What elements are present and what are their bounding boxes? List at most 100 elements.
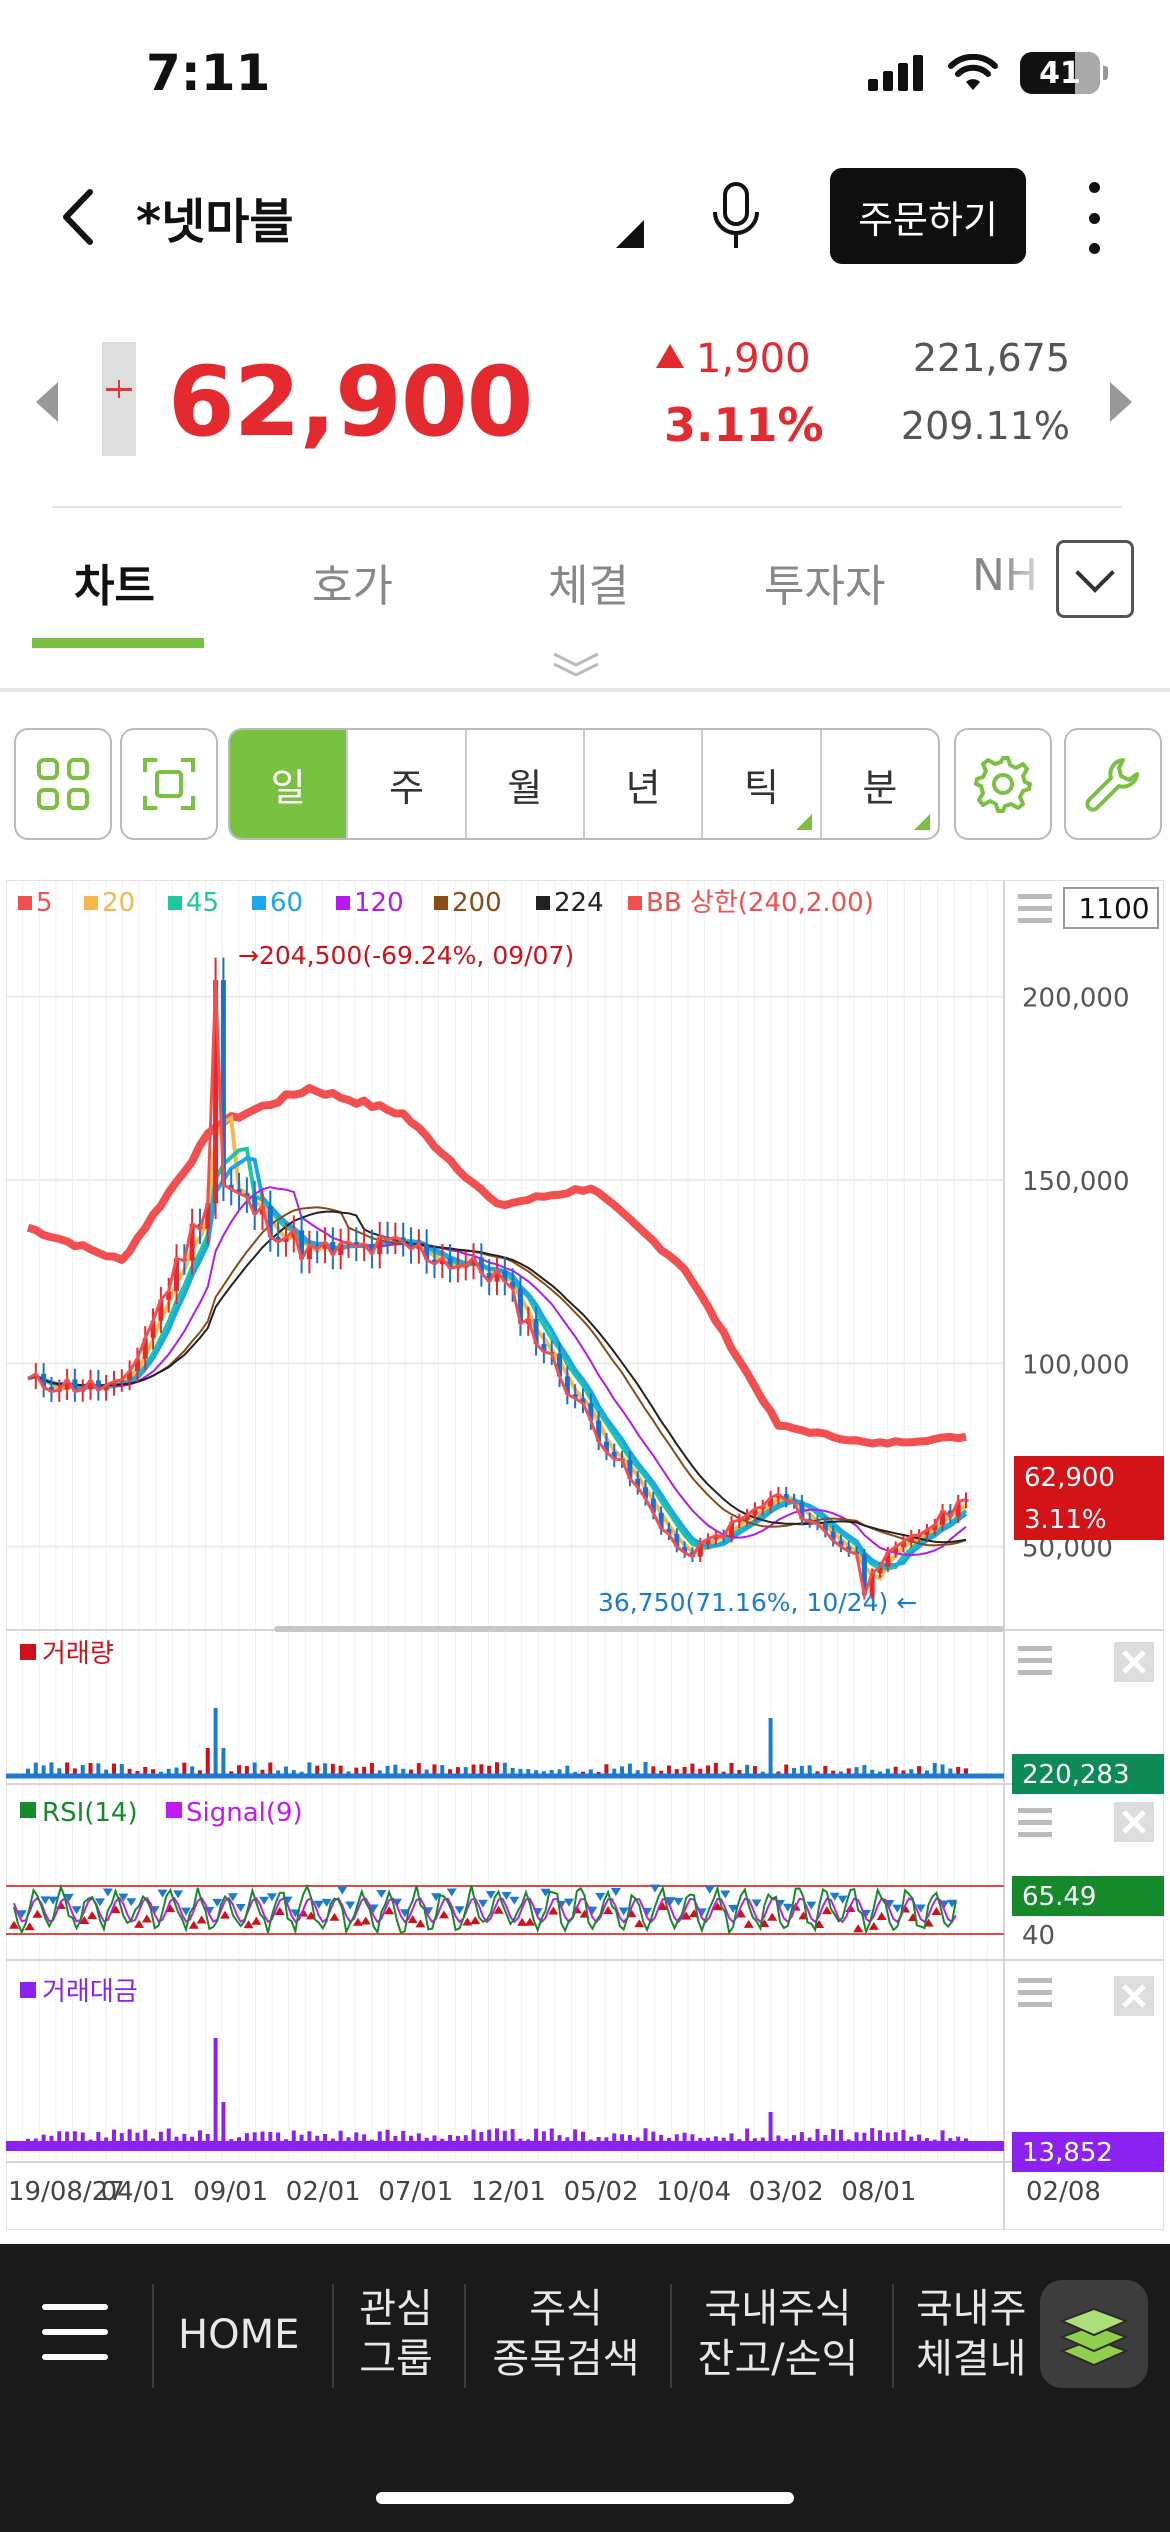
rsi-signal-marker [48, 1896, 59, 1905]
stock-name[interactable]: *넷마블 [136, 194, 294, 250]
microphone-icon[interactable] [706, 180, 766, 252]
amount-bar [893, 2132, 898, 2142]
tab-investor[interactable]: 투자자 [764, 561, 886, 612]
rsi-signal-marker [227, 1893, 238, 1902]
volume-bar [924, 1770, 929, 1774]
candle-body [541, 1344, 547, 1352]
candle-body [150, 1320, 156, 1338]
volume-panel-close-icon[interactable] [1114, 1642, 1154, 1682]
tab-orderbook[interactable]: 호가 [312, 561, 393, 612]
candle-body [924, 1529, 930, 1535]
amount-bar [932, 2139, 937, 2142]
tab-chart[interactable]: 차트 [74, 561, 155, 612]
amount-bar [956, 2136, 961, 2142]
rsi-signal-marker [110, 1905, 121, 1914]
volume-bar [26, 1768, 30, 1774]
chart-settings-button[interactable] [954, 728, 1052, 840]
y-tick-label: 100,000 [1022, 1350, 1130, 1380]
period-day[interactable]: 일 [230, 730, 349, 838]
amount-panel-close-icon[interactable] [1114, 1976, 1154, 2016]
double-chevron-down-icon[interactable] [550, 650, 602, 680]
volume-panel-menu-icon[interactable] [1018, 1646, 1052, 1675]
stock-dropdown-icon[interactable] [616, 220, 644, 248]
volume-bar [612, 1768, 617, 1774]
high-price-annotation: →204,500(-69.24%, 09/07) [238, 941, 574, 970]
rsi-signal-marker [407, 1915, 418, 1924]
volume-badge-text: 220,283 [1022, 1760, 1130, 1790]
amount-bar [768, 2112, 773, 2142]
amount-bar [244, 2133, 249, 2142]
candle-body [705, 1539, 711, 1544]
period-year[interactable]: 년 [585, 730, 704, 838]
rsi-panel-close-icon[interactable] [1114, 1802, 1154, 1842]
amount-bar [604, 2137, 609, 2142]
amount-bar [205, 2133, 210, 2142]
chart-canvas[interactable]: 5 20 45 60 120 200 224 BB 상한(240,2.00) →204,500… [6, 880, 1164, 2230]
rsi-signal-marker [329, 1912, 340, 1921]
x-tick-label: 07/01 [378, 2177, 453, 2207]
back-icon[interactable] [50, 182, 110, 252]
rsi-signal-marker [79, 1915, 90, 1924]
amount-bars [26, 2038, 968, 2142]
rsi-panel-menu-icon[interactable] [1018, 1808, 1052, 1837]
next-stock-icon[interactable] [1110, 382, 1132, 422]
amount-bar [706, 2137, 711, 2142]
grid-layout-button[interactable] [14, 728, 112, 840]
amount-bar [299, 2134, 304, 2142]
layers-button[interactable] [1040, 2280, 1148, 2388]
tab-bar: 차트 호가 체결 투자자 NH [0, 520, 1170, 650]
volume-bar [510, 1767, 515, 1774]
amount-bar [729, 2133, 734, 2142]
hamburger-menu-icon[interactable] [42, 2304, 108, 2360]
amount-bar [283, 2139, 288, 2142]
period-minute[interactable]: 분 [822, 730, 938, 838]
period-month[interactable]: 월 [467, 730, 585, 838]
nav-watchlist[interactable]: 관심 그룹 [359, 2286, 433, 2382]
x-tick-label: 12/01 [471, 2177, 546, 2207]
candle-body [557, 1353, 563, 1377]
period-tick[interactable]: 틱 [703, 730, 822, 838]
rsi-signal-marker [438, 1910, 449, 1919]
amount-panel-menu-icon[interactable] [1018, 1978, 1052, 2007]
main-panel-menu-icon[interactable] [1018, 894, 1052, 923]
rsi-signal-marker [501, 1891, 512, 1900]
fullscreen-button[interactable] [120, 728, 218, 840]
candle-body [41, 1373, 47, 1388]
candle-body [283, 1237, 289, 1243]
signal-label: Signal(9) [186, 1798, 303, 1828]
chart-legend: 5 20 45 60 120 200 224 BB 상한(240,2.00) [18, 888, 874, 918]
amount-bar [901, 2129, 906, 2142]
nav-executions[interactable]: 국내주 체결내 [916, 2286, 1027, 2382]
candle-body [658, 1512, 664, 1529]
tabs-expand-icon[interactable] [1056, 540, 1134, 618]
stock-chart[interactable]: 5 20 45 60 120 200 224 BB 상한(240,2.00) →204,500… [6, 880, 1164, 2230]
volume-bar [745, 1764, 750, 1774]
rsi-signal-marker [603, 1906, 614, 1915]
volume-badge [1012, 1754, 1164, 1794]
amount-bar [221, 2102, 226, 2142]
nav-balance[interactable]: 국내주식 잔고/손익 [697, 2286, 859, 2382]
rsi-signal-marker [876, 1912, 887, 1921]
candle-body [783, 1494, 789, 1501]
amount-bar [190, 2136, 195, 2142]
amount-bar [588, 2139, 593, 2142]
nav-stock-search[interactable]: 주식 종목검색 [492, 2286, 640, 2382]
period-week[interactable]: 주 [348, 730, 467, 838]
rsi-signal-marker [173, 1890, 184, 1899]
amount-bar [541, 2131, 546, 2142]
amount-bar [346, 2137, 351, 2142]
chart-tools-button[interactable] [1064, 728, 1162, 840]
order-button[interactable]: 주문하기 [830, 168, 1026, 264]
volume-bar [354, 1767, 359, 1774]
volume-bar [237, 1765, 242, 1774]
bar-count-input[interactable] [1063, 887, 1159, 929]
candle-body [517, 1288, 523, 1324]
prev-stock-icon[interactable] [36, 382, 58, 422]
nav-home[interactable]: HOME [178, 2312, 300, 2358]
x-tick-label: 09/01 [193, 2177, 268, 2207]
amount-panel-title: 거래대금 [42, 1977, 138, 2007]
tab-trades[interactable]: 체결 [548, 561, 629, 612]
legend-swatch [18, 896, 32, 910]
more-menu-icon[interactable] [1082, 182, 1106, 254]
amount-bar [80, 2132, 85, 2142]
